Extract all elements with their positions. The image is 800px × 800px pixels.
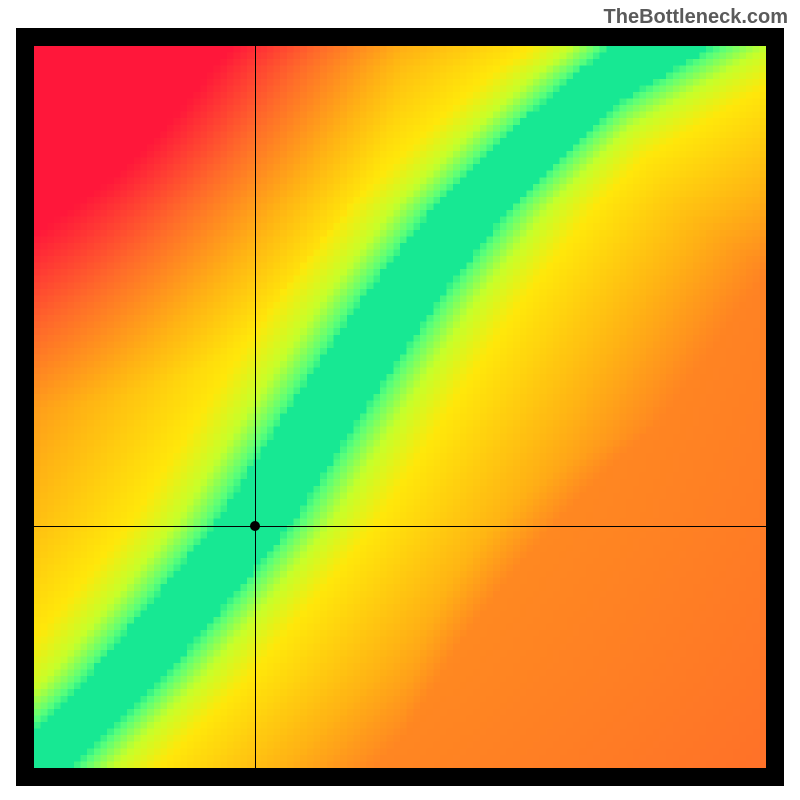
heatmap-area xyxy=(34,46,766,768)
crosshair-marker xyxy=(250,521,260,531)
watermark-text: TheBottleneck.com xyxy=(604,6,788,29)
crosshair-vertical xyxy=(255,46,256,768)
crosshair-horizontal xyxy=(34,526,766,527)
chart-container: TheBottleneck.com xyxy=(0,0,800,800)
heatmap-canvas xyxy=(34,46,766,768)
plot-frame xyxy=(16,28,784,786)
